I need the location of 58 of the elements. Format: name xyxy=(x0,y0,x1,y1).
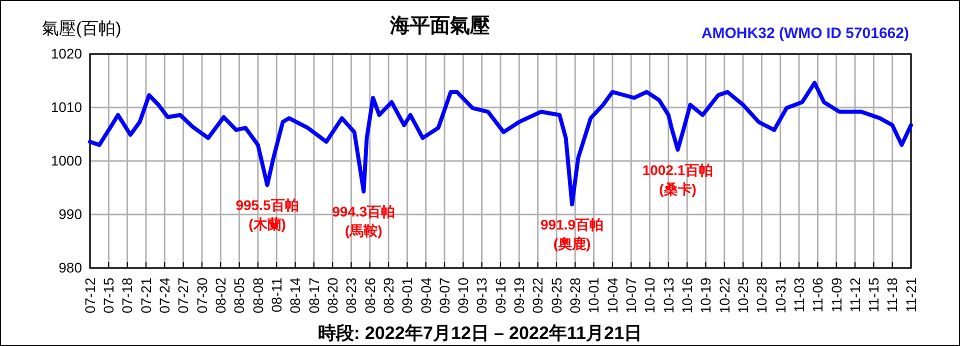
chart-title: 海平面氣壓 xyxy=(389,15,491,37)
x-tick-label: 09-28 xyxy=(567,277,584,314)
chart-subtitle: AMOHK32 (WMO ID 5701662) xyxy=(701,25,909,42)
x-tick-label: 09-10 xyxy=(455,277,472,314)
x-tick-label: 11-03 xyxy=(790,277,807,312)
x-tick-label: 09-25 xyxy=(548,277,564,314)
x-tick-label: 08-20 xyxy=(324,277,340,314)
x-tick-label: 07-21 xyxy=(138,277,154,314)
x-tick-label: 09-19 xyxy=(511,277,528,314)
y-tick-label: 1000 xyxy=(50,152,82,168)
x-tick-label: 08-05 xyxy=(231,277,248,314)
x-tick-label: 08-29 xyxy=(380,277,396,314)
x-tick-label: 11-21 xyxy=(902,277,919,312)
x-tick-label: 11-15 xyxy=(866,277,882,312)
x-tick-label: 07-18 xyxy=(119,277,136,314)
x-tick-label: 09-04 xyxy=(418,277,434,314)
x-tick-label: 10-01 xyxy=(586,277,602,314)
x-tick-label: 10-19 xyxy=(698,277,714,314)
x-tick-label: 08-02 xyxy=(212,277,229,314)
x-tick-label: 11-06 xyxy=(810,277,826,312)
x-tick-label: 08-08 xyxy=(250,277,266,314)
x-tick-label: 09-13 xyxy=(474,277,490,314)
x-tick-label: 08-17 xyxy=(306,277,322,314)
x-tick-label: 08-11 xyxy=(268,277,284,312)
x-tick-label: 09-22 xyxy=(530,277,546,314)
x-tick-label: 10-16 xyxy=(678,277,695,314)
x-tick-label: 07-12 xyxy=(82,277,98,314)
y-tick-label: 980 xyxy=(58,259,82,276)
x-tick-label: 07-24 xyxy=(156,277,173,314)
x-tick-label: 10-10 xyxy=(642,277,658,314)
x-tick-label: 08-14 xyxy=(287,277,304,314)
x-tick-label: 09-16 xyxy=(492,277,508,314)
x-tick-label: 11-09 xyxy=(828,277,844,312)
x-tick-label: 10-31 xyxy=(772,277,788,314)
y-tick-label: 990 xyxy=(58,206,82,222)
annotation: 994.3百帕 (馬鞍) xyxy=(332,203,396,238)
annotation: 991.9百帕 (奧鹿) xyxy=(540,216,604,252)
x-tick-label: 09-07 xyxy=(436,277,452,314)
x-tick-label: 09-01 xyxy=(399,277,416,314)
x-axis-title: 時段: 2022年7月12日 – 2022年11月21日 xyxy=(318,323,642,343)
x-tick-label: 10-13 xyxy=(660,277,676,314)
x-tick-label: 08-23 xyxy=(343,277,360,314)
x-tick-label: 10-25 xyxy=(734,277,751,314)
y-tick-label: 1010 xyxy=(50,98,82,115)
x-tick-label: 10-22 xyxy=(716,277,732,314)
x-tick-label: 11-18 xyxy=(884,277,900,312)
x-tick-label: 10-07 xyxy=(623,277,640,314)
x-tick-label: 10-28 xyxy=(754,277,770,314)
annotation: 995.5百帕 (木蘭) xyxy=(236,197,299,232)
x-tick-label: 07-30 xyxy=(194,277,210,314)
x-tick-label: 07-15 xyxy=(100,277,117,314)
y-axis-title: 氣壓(百帕) xyxy=(42,19,122,38)
x-tick-label: 08-26 xyxy=(362,277,378,314)
x-tick-label: 11-12 xyxy=(846,277,863,312)
y-tick-label: 1020 xyxy=(50,45,82,62)
x-tick-label: 10-04 xyxy=(604,277,620,314)
annotation: 1002.1百帕 (桑卡) xyxy=(642,162,714,197)
x-tick-label: 07-27 xyxy=(175,277,192,314)
